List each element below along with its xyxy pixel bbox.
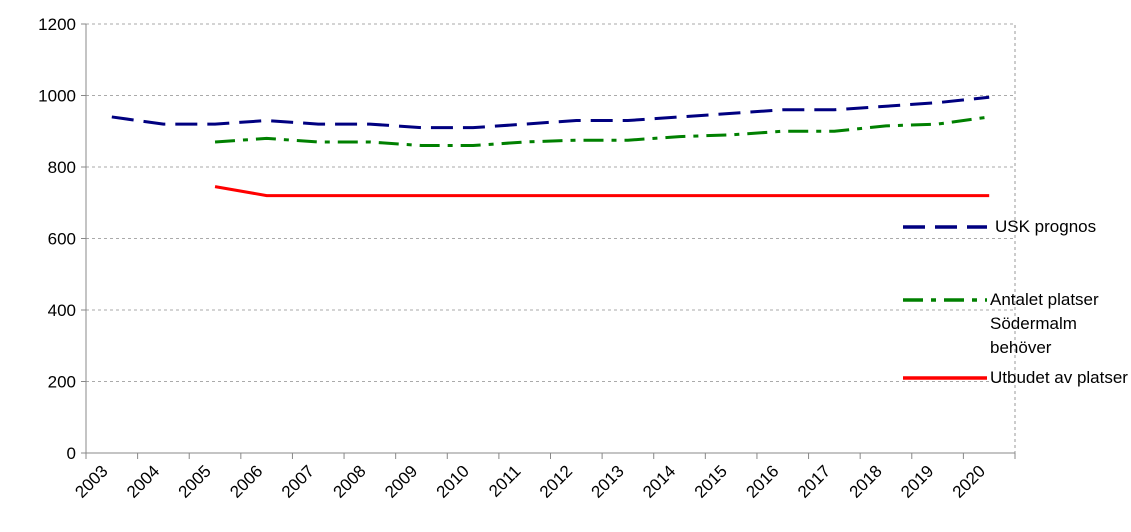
plot-border bbox=[86, 23, 1016, 453]
y-tick-label: 800 bbox=[48, 158, 76, 177]
legend-label: Utbudet av platser bbox=[990, 368, 1128, 387]
y-tick-label: 1000 bbox=[38, 87, 76, 106]
legend-label: Antalet platser Södermalm behöver bbox=[990, 290, 1099, 357]
x-tick-label: 2013 bbox=[588, 462, 628, 502]
y-tick-label: 1200 bbox=[38, 15, 76, 34]
x-tick-label: 2016 bbox=[742, 462, 782, 502]
x-tick-label: 2005 bbox=[175, 462, 215, 502]
x-tick-label: 2010 bbox=[433, 462, 473, 502]
y-tick-label: 400 bbox=[48, 301, 76, 320]
series-line bbox=[214, 115, 990, 148]
x-tick-label: 2008 bbox=[329, 462, 369, 502]
x-tick-label: 2003 bbox=[71, 462, 111, 502]
x-tick-label: 2011 bbox=[485, 462, 524, 501]
x-tick-label: 2006 bbox=[226, 462, 266, 502]
x-tick-label: 2020 bbox=[949, 462, 989, 502]
x-tick-label: 2019 bbox=[897, 462, 937, 502]
x-tick-label: 2007 bbox=[278, 462, 318, 502]
y-tick-label: 0 bbox=[67, 444, 76, 463]
x-tick-label: 2017 bbox=[794, 462, 834, 502]
legend-label: USK prognos bbox=[995, 217, 1097, 236]
x-tick-label: 2015 bbox=[691, 462, 731, 502]
x-tick-label: 2012 bbox=[536, 462, 576, 502]
x-tick-label: 2004 bbox=[123, 462, 163, 502]
series-line bbox=[214, 185, 990, 198]
x-tick-label: 2009 bbox=[381, 462, 421, 502]
y-tick-label: 200 bbox=[48, 373, 76, 392]
x-tick-label: 2014 bbox=[639, 462, 679, 502]
x-tick-label: 2018 bbox=[846, 462, 886, 502]
series-line bbox=[111, 95, 990, 130]
y-tick-label: 600 bbox=[48, 230, 76, 249]
